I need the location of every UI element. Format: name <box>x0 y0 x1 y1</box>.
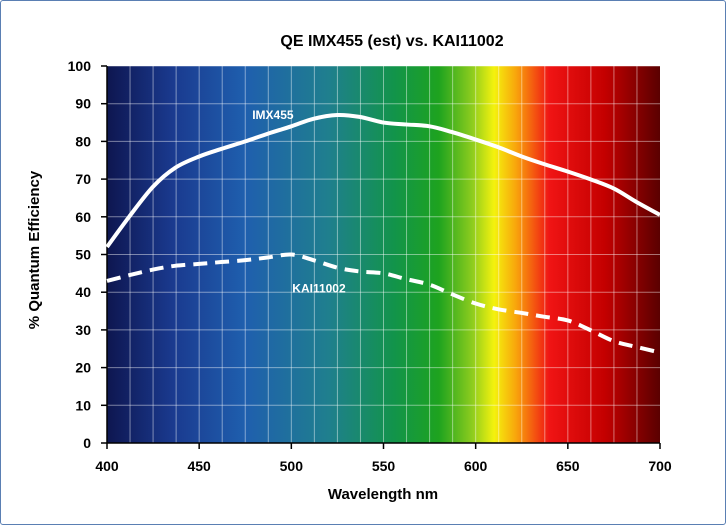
plot-area <box>107 66 660 443</box>
x-tick-labels: 400 450 500 550 600 650 700 <box>95 458 672 474</box>
y-tick-label: 50 <box>75 247 91 263</box>
y-tick-labels: 0 10 20 30 40 50 60 70 80 90 100 <box>68 58 92 451</box>
series-annotation: IMX455 <box>252 108 294 122</box>
series-line-kai11002 <box>106 252 661 355</box>
x-tick-label: 600 <box>464 458 488 474</box>
series-annotations: IMX455 KAI11002 <box>252 108 346 295</box>
chart-title: QE IMX455 (est) vs. KAI11002 <box>280 33 503 50</box>
y-axis-label: % Quantum Efficiency <box>26 170 43 329</box>
grid-lines <box>107 65 660 443</box>
x-axis-label: Wavelength nm <box>328 486 438 503</box>
series-lines <box>105 112 661 355</box>
y-tick-label: 80 <box>75 133 91 149</box>
series-annotation: KAI11002 <box>292 281 346 295</box>
y-tick-label: 40 <box>75 284 91 300</box>
y-tick-label: 60 <box>75 209 91 225</box>
y-tick-label: 70 <box>75 171 91 187</box>
x-tick-label: 500 <box>280 458 304 474</box>
x-tick-label: 700 <box>648 458 672 474</box>
series-line-imx455 <box>105 112 661 249</box>
x-tick-label: 550 <box>372 458 396 474</box>
y-tick-label: 100 <box>68 58 92 74</box>
x-tick-label: 450 <box>187 458 211 474</box>
x-tick-label: 650 <box>556 458 580 474</box>
x-tick-label: 400 <box>95 458 119 474</box>
axes <box>101 65 661 449</box>
y-tick-label: 90 <box>75 96 91 112</box>
y-tick-label: 20 <box>75 360 91 376</box>
y-tick-label: 10 <box>75 397 91 413</box>
y-tick-label: 30 <box>75 322 91 338</box>
y-tick-label: 0 <box>83 435 91 451</box>
